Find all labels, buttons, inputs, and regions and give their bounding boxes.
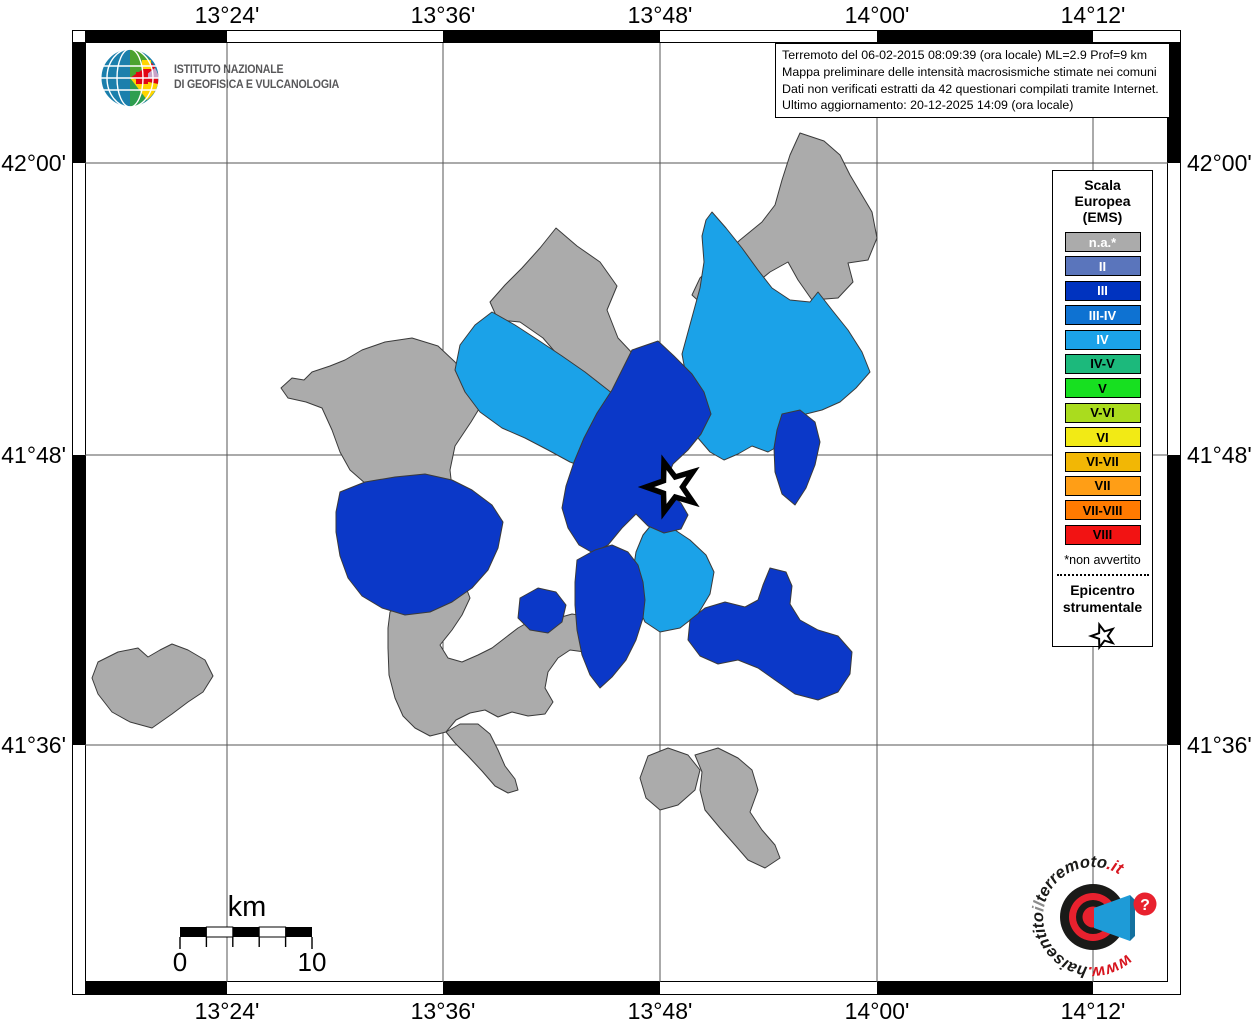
legend-epicenter-line: Epicentro [1070,581,1135,598]
intensity-legend: Scala Europea (EMS) n.a.* II III III-IV … [1052,170,1153,650]
axis-label-lat: 41°36' [1,732,66,758]
municipality [694,747,781,869]
scale-bar-unit: km [228,891,267,923]
axis-label-lon: 13°48' [627,998,693,1024]
legend-item: V-VI [1064,402,1141,423]
legend-chip-list: n.a.* II III III-IV IV IV-V V V-VI VI VI… [1064,232,1141,545]
legend-item: VII-VIII [1064,500,1141,521]
scale-bar-start: 0 [173,947,187,977]
axis-label-lat: 41°36' [1187,732,1252,758]
legend-item: IV [1064,329,1141,350]
municipality [335,473,504,616]
ingv-name-line1: ISTITUTO NAZIONALE [174,64,284,76]
legend-item: IV-V [1064,353,1141,374]
question-mark-glyph: ? [1140,897,1150,914]
event-info-line: Ultimo aggiornamento: 20-12-2025 14:09 (… [782,98,1074,113]
legend-title: Scala Europea (EMS) [1074,177,1130,225]
legend-epicenter-star [1087,620,1118,657]
star-icon [1087,621,1115,650]
axis-label-lon: 14°12' [1060,2,1126,28]
municipality [687,567,853,701]
axis-label-lon: 14°00' [844,2,910,28]
legend-item: II [1064,256,1141,277]
legend-title-line: Scala [1084,177,1121,193]
legend-title-line: (EMS) [1082,209,1123,225]
axis-label-lon: 13°24' [194,2,260,28]
axis-label-lon: 14°00' [844,998,910,1024]
axis-label-lon: 13°24' [194,998,260,1024]
site-logo-dot-it: .it [1105,855,1128,878]
municipality [280,337,497,496]
municipality [517,587,567,634]
axis-label-lon: 13°36' [410,2,476,28]
epicenter-star-icon [637,454,700,520]
legend-item: VI-VII [1064,451,1141,472]
axis-label-lat: 42°00' [1,150,66,176]
scale-bar-end: 10 [298,947,327,977]
question-mark-icon: ? [1133,892,1157,916]
axis-label-lon: 13°48' [627,2,693,28]
megaphone-icon [1094,895,1135,941]
municipality [445,723,519,794]
event-info-line: Mappa preliminare delle intensità macros… [782,64,1157,79]
legend-item: VI [1064,427,1141,448]
axis-label-lon: 14°12' [1060,998,1126,1024]
legend-epicenter-line: strumentale [1062,598,1143,615]
legend-item: VII [1064,475,1141,496]
municipality [773,409,821,506]
ingv-globe-icon [100,48,160,108]
event-info-line: Dati non verificati estratti da 42 quest… [782,81,1159,96]
map-frame [72,30,1181,995]
event-info-box: Terremoto del 06-02-2015 08:09:39 (ora l… [775,43,1170,119]
scale-bar: km 0 10 [173,891,327,977]
municipality [91,643,214,729]
legend-epicenter-title: Epicentro strumentale [1063,582,1142,616]
legend-footnote: *non avvertito [1064,552,1141,567]
municipality [574,544,646,689]
axis-label-lat: 41°48' [1,442,66,468]
legend-divider [1056,573,1149,576]
site-logo-www: www. [1087,951,1136,982]
axis-label-lat: 42°00' [1187,150,1252,176]
haisentitoilterremoto-logo: www.haisentitoilterremoto.it ? [1029,853,1157,982]
municipality [639,747,701,811]
legend-item: V [1064,378,1141,399]
ingv-logo: ISTITUTO NAZIONALE DI GEOFISICA E VULCAN… [98,46,353,110]
legend-item: n.a.* [1064,232,1141,252]
legend-title-line: Europea [1074,193,1131,209]
ingv-wordmark: ISTITUTO NAZIONALE DI GEOFISICA E VULCAN… [174,63,339,93]
event-info-line: Terremoto del 06-02-2015 08:09:39 (ora l… [782,48,1148,62]
axis-label-lat: 41°48' [1187,442,1252,468]
legend-item: III [1064,280,1141,301]
ingv-name-line2: DI GEOFISICA E VULCANOLOGIA [174,79,340,91]
legend-item: III-IV [1064,305,1141,326]
legend-item: VIII [1064,524,1141,545]
axis-label-lon: 13°36' [410,998,476,1024]
